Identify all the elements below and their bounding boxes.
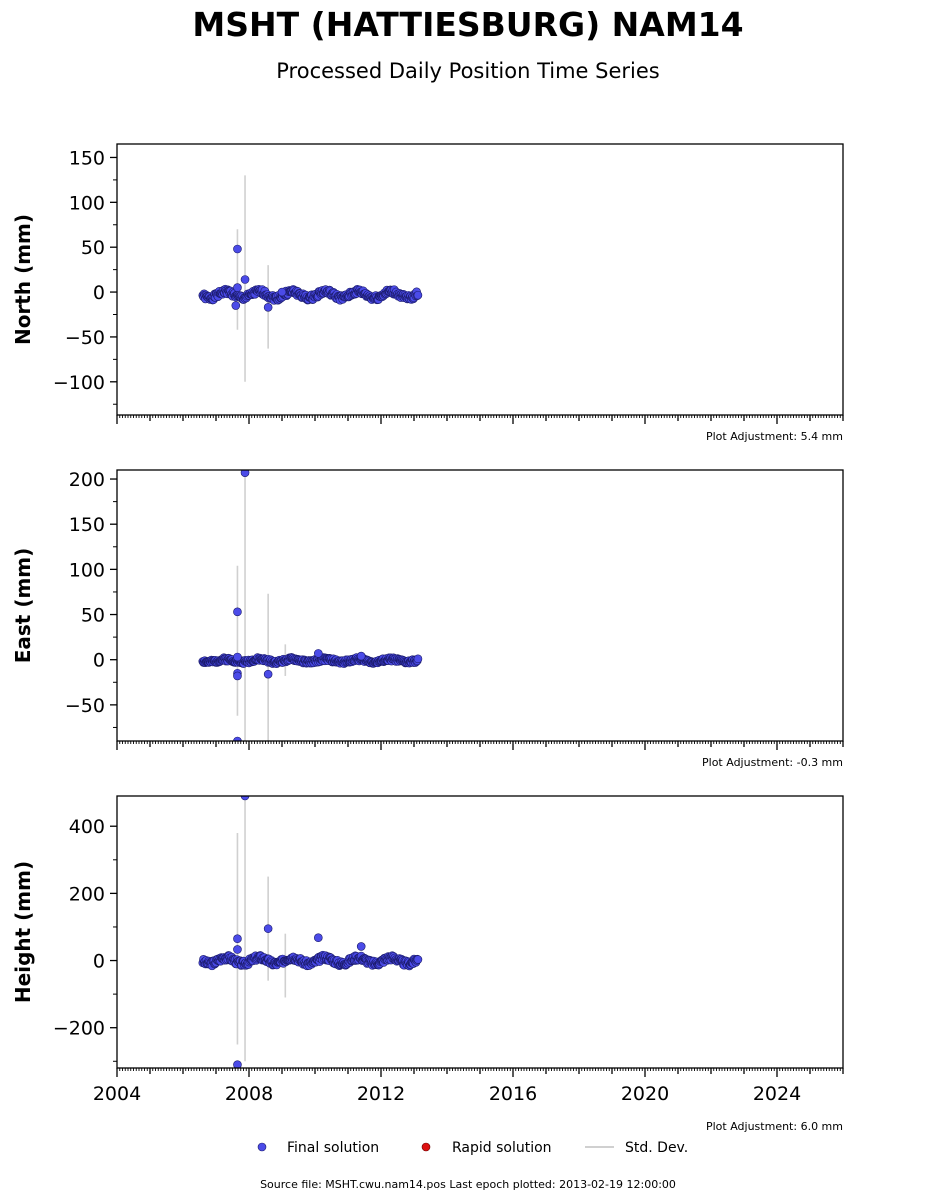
data-point — [413, 955, 423, 964]
data-point-outlier — [240, 470, 250, 478]
data-point-outlier — [233, 1060, 242, 1068]
y-tick-label: 200 — [69, 883, 105, 905]
data-point-outlier — [240, 275, 250, 284]
y-tick-label: −50 — [65, 695, 105, 717]
plot-area-north — [198, 175, 423, 382]
data-point-outlier — [313, 933, 323, 943]
chart-title: MSHT (HATTIESBURG) NAM14 — [192, 5, 743, 44]
y-tick-label: −50 — [65, 327, 105, 349]
y-tick-label: 200 — [69, 469, 105, 491]
panel-height: −200 0 200 400 2004 2008 2012 2016 2020 2024 Heigh… — [11, 795, 844, 1133]
y-tick-label: −100 — [53, 372, 105, 394]
panel-north: −100 −50 0 50 100 150 North (mm) Plot Adjustmen… — [11, 143, 844, 443]
data-point-outlier — [233, 652, 242, 662]
plot-area-east — [198, 470, 423, 741]
y-tick-label: 100 — [69, 559, 105, 581]
chart-subtitle: Processed Daily Position Time Series — [276, 59, 660, 83]
plot-adjustment-label: Plot Adjustment: 5.4 mm — [706, 430, 843, 443]
y-axis-label: North (mm) — [11, 214, 35, 345]
y-tick-label: 50 — [81, 605, 105, 627]
data-point-outlier — [356, 651, 366, 661]
data-point-outlier — [233, 934, 242, 944]
x-tick-label: 2016 — [489, 1083, 537, 1105]
legend: Final solution Rapid solution Std. Dev. — [257, 1140, 688, 1156]
data-point-outlier — [233, 945, 242, 954]
legend-rapid-label: Rapid solution — [452, 1140, 552, 1156]
panel-frame — [116, 143, 844, 416]
legend-final-label: Final solution — [287, 1140, 379, 1156]
legend-rapid-marker — [421, 1142, 431, 1152]
data-point-outlier — [263, 303, 273, 312]
y-tick-label: 400 — [69, 816, 105, 838]
data-point-outlier — [277, 287, 287, 297]
data-point — [413, 654, 423, 664]
data-point-outlier — [233, 283, 242, 292]
data-point-outlier — [233, 736, 242, 741]
x-tick-label: 2024 — [753, 1083, 801, 1105]
y-tick-label: 150 — [69, 147, 105, 169]
panel-frame — [116, 795, 844, 1069]
y-axis-label: Height (mm) — [11, 861, 35, 1003]
x-tick-label: 2020 — [621, 1083, 669, 1105]
panel-frame — [116, 469, 844, 742]
y-tick-label: 150 — [69, 514, 105, 536]
data-point — [413, 290, 423, 300]
data-point-outlier — [233, 607, 242, 617]
y-tick-label: 0 — [93, 951, 105, 973]
data-point-outlier — [263, 669, 273, 679]
plot-adjustment-label: Plot Adjustment: 6.0 mm — [706, 1120, 843, 1133]
source-footer: Source file: MSHT.cwu.nam14.pos Last epo… — [260, 1178, 676, 1191]
data-point-outlier — [356, 942, 366, 951]
legend-stddev-label: Std. Dev. — [625, 1140, 688, 1156]
y-tick-label: 50 — [81, 237, 105, 259]
y-tick-label: 0 — [93, 650, 105, 672]
data-point-outlier — [231, 301, 241, 310]
panel-east: −50 0 50 100 150 200 East (mm) Plot Adjustment:… — [11, 469, 844, 769]
data-point-outlier — [240, 796, 250, 801]
y-tick-label: −200 — [53, 1018, 105, 1040]
x-tick-label: 2012 — [357, 1083, 405, 1105]
y-tick-label: 100 — [69, 192, 105, 214]
x-tick-label: 2004 — [93, 1083, 141, 1105]
data-point-outlier — [263, 924, 273, 933]
data-point-outlier — [233, 244, 242, 254]
x-tick-label: 2008 — [225, 1083, 273, 1105]
data-point-outlier — [233, 671, 242, 681]
data-point-outlier — [313, 649, 323, 658]
legend-final-marker — [257, 1142, 267, 1152]
y-axis-label: East (mm) — [11, 548, 35, 664]
panels: −100 −50 0 50 100 150 North (mm) Plot Adjustmen… — [11, 143, 844, 1133]
y-tick-label: 0 — [93, 282, 105, 304]
plot-adjustment-label: Plot Adjustment: -0.3 mm — [702, 756, 843, 769]
plot-area-height — [198, 796, 423, 1068]
